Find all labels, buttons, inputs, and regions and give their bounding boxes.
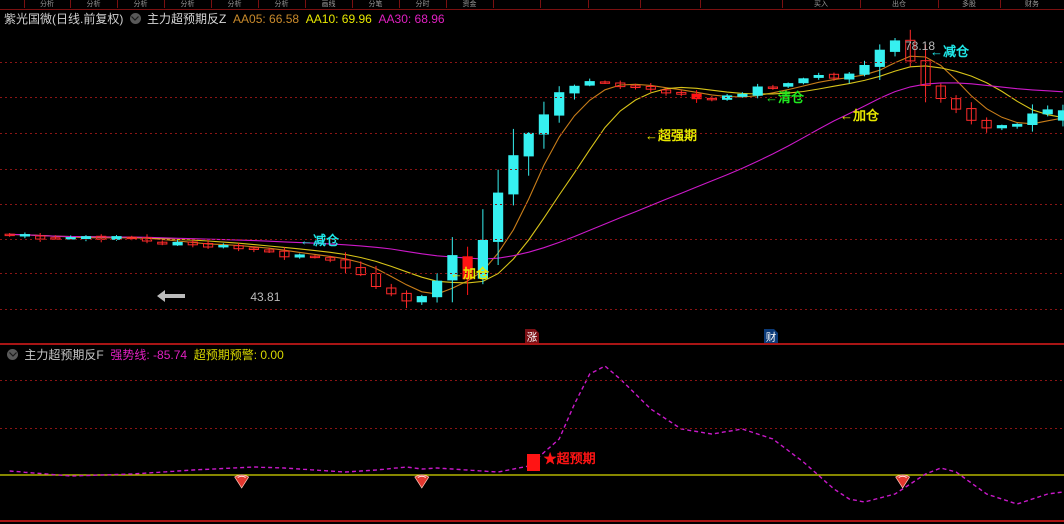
svg-text:财: 财 xyxy=(766,331,777,344)
svg-text:涨: 涨 xyxy=(527,332,538,344)
